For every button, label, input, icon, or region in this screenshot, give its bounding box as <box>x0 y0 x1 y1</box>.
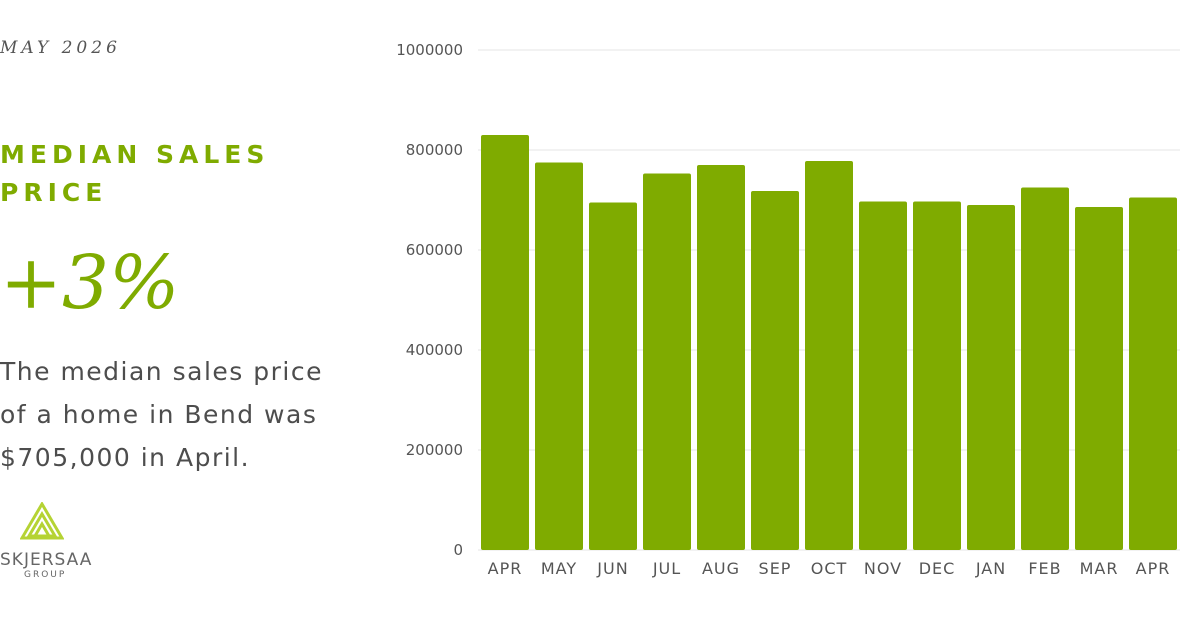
y-tick-label: 800000 <box>406 141 463 159</box>
y-tick-label: 1000000 <box>396 41 463 59</box>
x-tick-label: JUL <box>652 559 681 578</box>
x-tick-label: APR <box>1136 559 1171 578</box>
bar <box>967 205 1015 550</box>
bar <box>1021 187 1069 550</box>
logo-name: SKJERSAA <box>0 550 93 570</box>
y-tick-label: 400000 <box>406 341 463 359</box>
x-tick-label: JUN <box>596 559 628 578</box>
bar <box>589 202 637 550</box>
report-date: MAY 2026 <box>0 38 121 58</box>
x-tick-label: NOV <box>864 559 902 578</box>
logo-subtitle: GROUP <box>24 570 67 580</box>
bar <box>643 173 691 550</box>
bar <box>481 135 529 550</box>
x-tick-label: MAY <box>541 559 577 578</box>
x-tick-label: OCT <box>811 559 848 578</box>
x-tick-label: FEB <box>1028 559 1061 578</box>
company-logo: SKJERSAA GROUP <box>0 502 100 582</box>
y-tick-label: 200000 <box>406 441 463 459</box>
metric-title: MEDIAN SALES PRICE <box>0 140 270 207</box>
metric-description: The median sales price of a home in Bend… <box>0 357 323 472</box>
y-tick-label: 600000 <box>406 241 463 259</box>
x-tick-label: SEP <box>759 559 792 578</box>
bar <box>1075 207 1123 550</box>
bar <box>913 201 961 550</box>
metric-change: +3% <box>0 240 180 326</box>
logo-triangle-icon <box>20 502 64 540</box>
x-tick-label: JAN <box>975 559 1006 578</box>
x-tick-label: DEC <box>919 559 956 578</box>
bar <box>1129 197 1177 550</box>
bar <box>535 162 583 550</box>
x-tick-label: APR <box>488 559 523 578</box>
bar <box>805 161 853 550</box>
bar <box>751 191 799 550</box>
y-tick-label: 0 <box>453 541 463 559</box>
bar <box>697 165 745 550</box>
x-tick-label: AUG <box>702 559 740 578</box>
x-tick-label: MAR <box>1080 559 1119 578</box>
bar <box>859 201 907 550</box>
